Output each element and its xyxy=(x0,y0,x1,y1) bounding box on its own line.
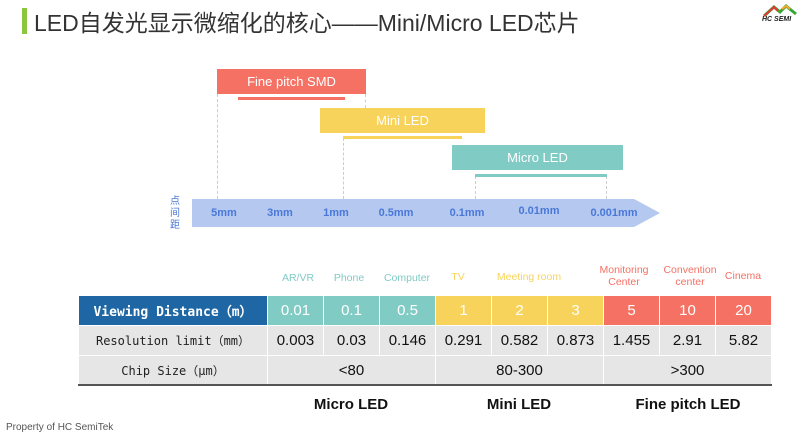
tick-label: 1mm xyxy=(323,207,349,219)
table-cell: 20 xyxy=(715,295,772,326)
table-cell: 2 xyxy=(491,295,548,326)
app-label: TV xyxy=(451,271,465,283)
app-label: Monitoring Center xyxy=(599,264,649,288)
range-guide xyxy=(475,176,476,199)
category-label: Fine pitch LED xyxy=(635,396,741,413)
table-cell: 0.03 xyxy=(323,325,380,356)
table-cell: 0.01 xyxy=(267,295,324,326)
table-row: Chip Size（μm） <80 80-300 >300 xyxy=(78,355,772,386)
table-row: Viewing Distance（m） 0.01 0.1 0.5 1 2 3 5… xyxy=(78,295,772,326)
micro-led-range: Micro LED xyxy=(452,145,623,170)
axis-label-pitch: 点间距 xyxy=(170,196,180,231)
table-cell: 1.455 xyxy=(603,325,660,356)
app-label: Computer xyxy=(383,272,431,284)
range-guide xyxy=(343,138,344,199)
app-label: Phone xyxy=(333,272,365,284)
category-label: Micro LED xyxy=(313,396,389,413)
mini-led-range: Mini LED xyxy=(320,108,485,133)
title-accent-bar xyxy=(22,8,27,34)
range-guide xyxy=(365,94,366,108)
table-cell: 0.873 xyxy=(547,325,604,356)
range-guide xyxy=(606,176,607,199)
pitch-axis-arrow xyxy=(192,199,660,227)
app-label: Cinema xyxy=(724,270,762,282)
tick-label: 0.01mm xyxy=(518,205,560,217)
tick-label: 5mm xyxy=(211,207,237,219)
table-cell: 0.5 xyxy=(379,295,436,326)
logo-text: HC SEMI xyxy=(762,16,792,23)
tick-label: 0.001mm xyxy=(590,207,638,219)
page-title: LED自发光显示微缩化的核心——Mini/Micro LED芯片 xyxy=(34,10,580,36)
table-cell: <80 xyxy=(267,355,436,386)
table-row: Resolution limit（mm） 0.003 0.03 0.146 0.… xyxy=(78,325,772,356)
table-cell: 0.291 xyxy=(435,325,492,356)
row-label: Viewing Distance（m） xyxy=(78,295,268,326)
tick-label: 3mm xyxy=(267,207,293,219)
table-cell: 0.1 xyxy=(323,295,380,326)
app-label: AR/VR xyxy=(281,272,315,284)
company-logo xyxy=(762,3,797,18)
table-cell: 5 xyxy=(603,295,660,326)
mini-led-range-line xyxy=(343,136,462,139)
fine-pitch-smd-range: Fine pitch SMD xyxy=(217,69,366,94)
tick-label: 0.1mm xyxy=(449,207,485,219)
fine-pitch-range-line xyxy=(238,97,345,100)
tick-label: 0.5mm xyxy=(378,207,414,219)
table-cell: 1 xyxy=(435,295,492,326)
table-cell: 5.82 xyxy=(715,325,772,356)
table-cell: 3 xyxy=(547,295,604,326)
micro-led-range-line xyxy=(475,174,607,177)
footer-text: Property of HC SemiTek xyxy=(6,422,114,433)
comparison-table: Viewing Distance（m） 0.01 0.1 0.5 1 2 3 5… xyxy=(78,295,772,386)
row-label: Chip Size（μm） xyxy=(78,355,268,386)
table-cell: 10 xyxy=(659,295,716,326)
table-cell: 0.003 xyxy=(267,325,324,356)
table-bottom-border xyxy=(78,384,772,386)
table-cell: 2.91 xyxy=(659,325,716,356)
row-label: Resolution limit（mm） xyxy=(78,325,268,356)
table-cell: 0.146 xyxy=(379,325,436,356)
table-cell: >300 xyxy=(603,355,772,386)
app-label: Meeting room xyxy=(496,271,562,283)
table-cell: 0.582 xyxy=(491,325,548,356)
app-label: Convention center xyxy=(663,264,717,288)
range-guide xyxy=(217,94,218,199)
category-label: Mini LED xyxy=(486,396,552,413)
table-cell: 80-300 xyxy=(435,355,604,386)
